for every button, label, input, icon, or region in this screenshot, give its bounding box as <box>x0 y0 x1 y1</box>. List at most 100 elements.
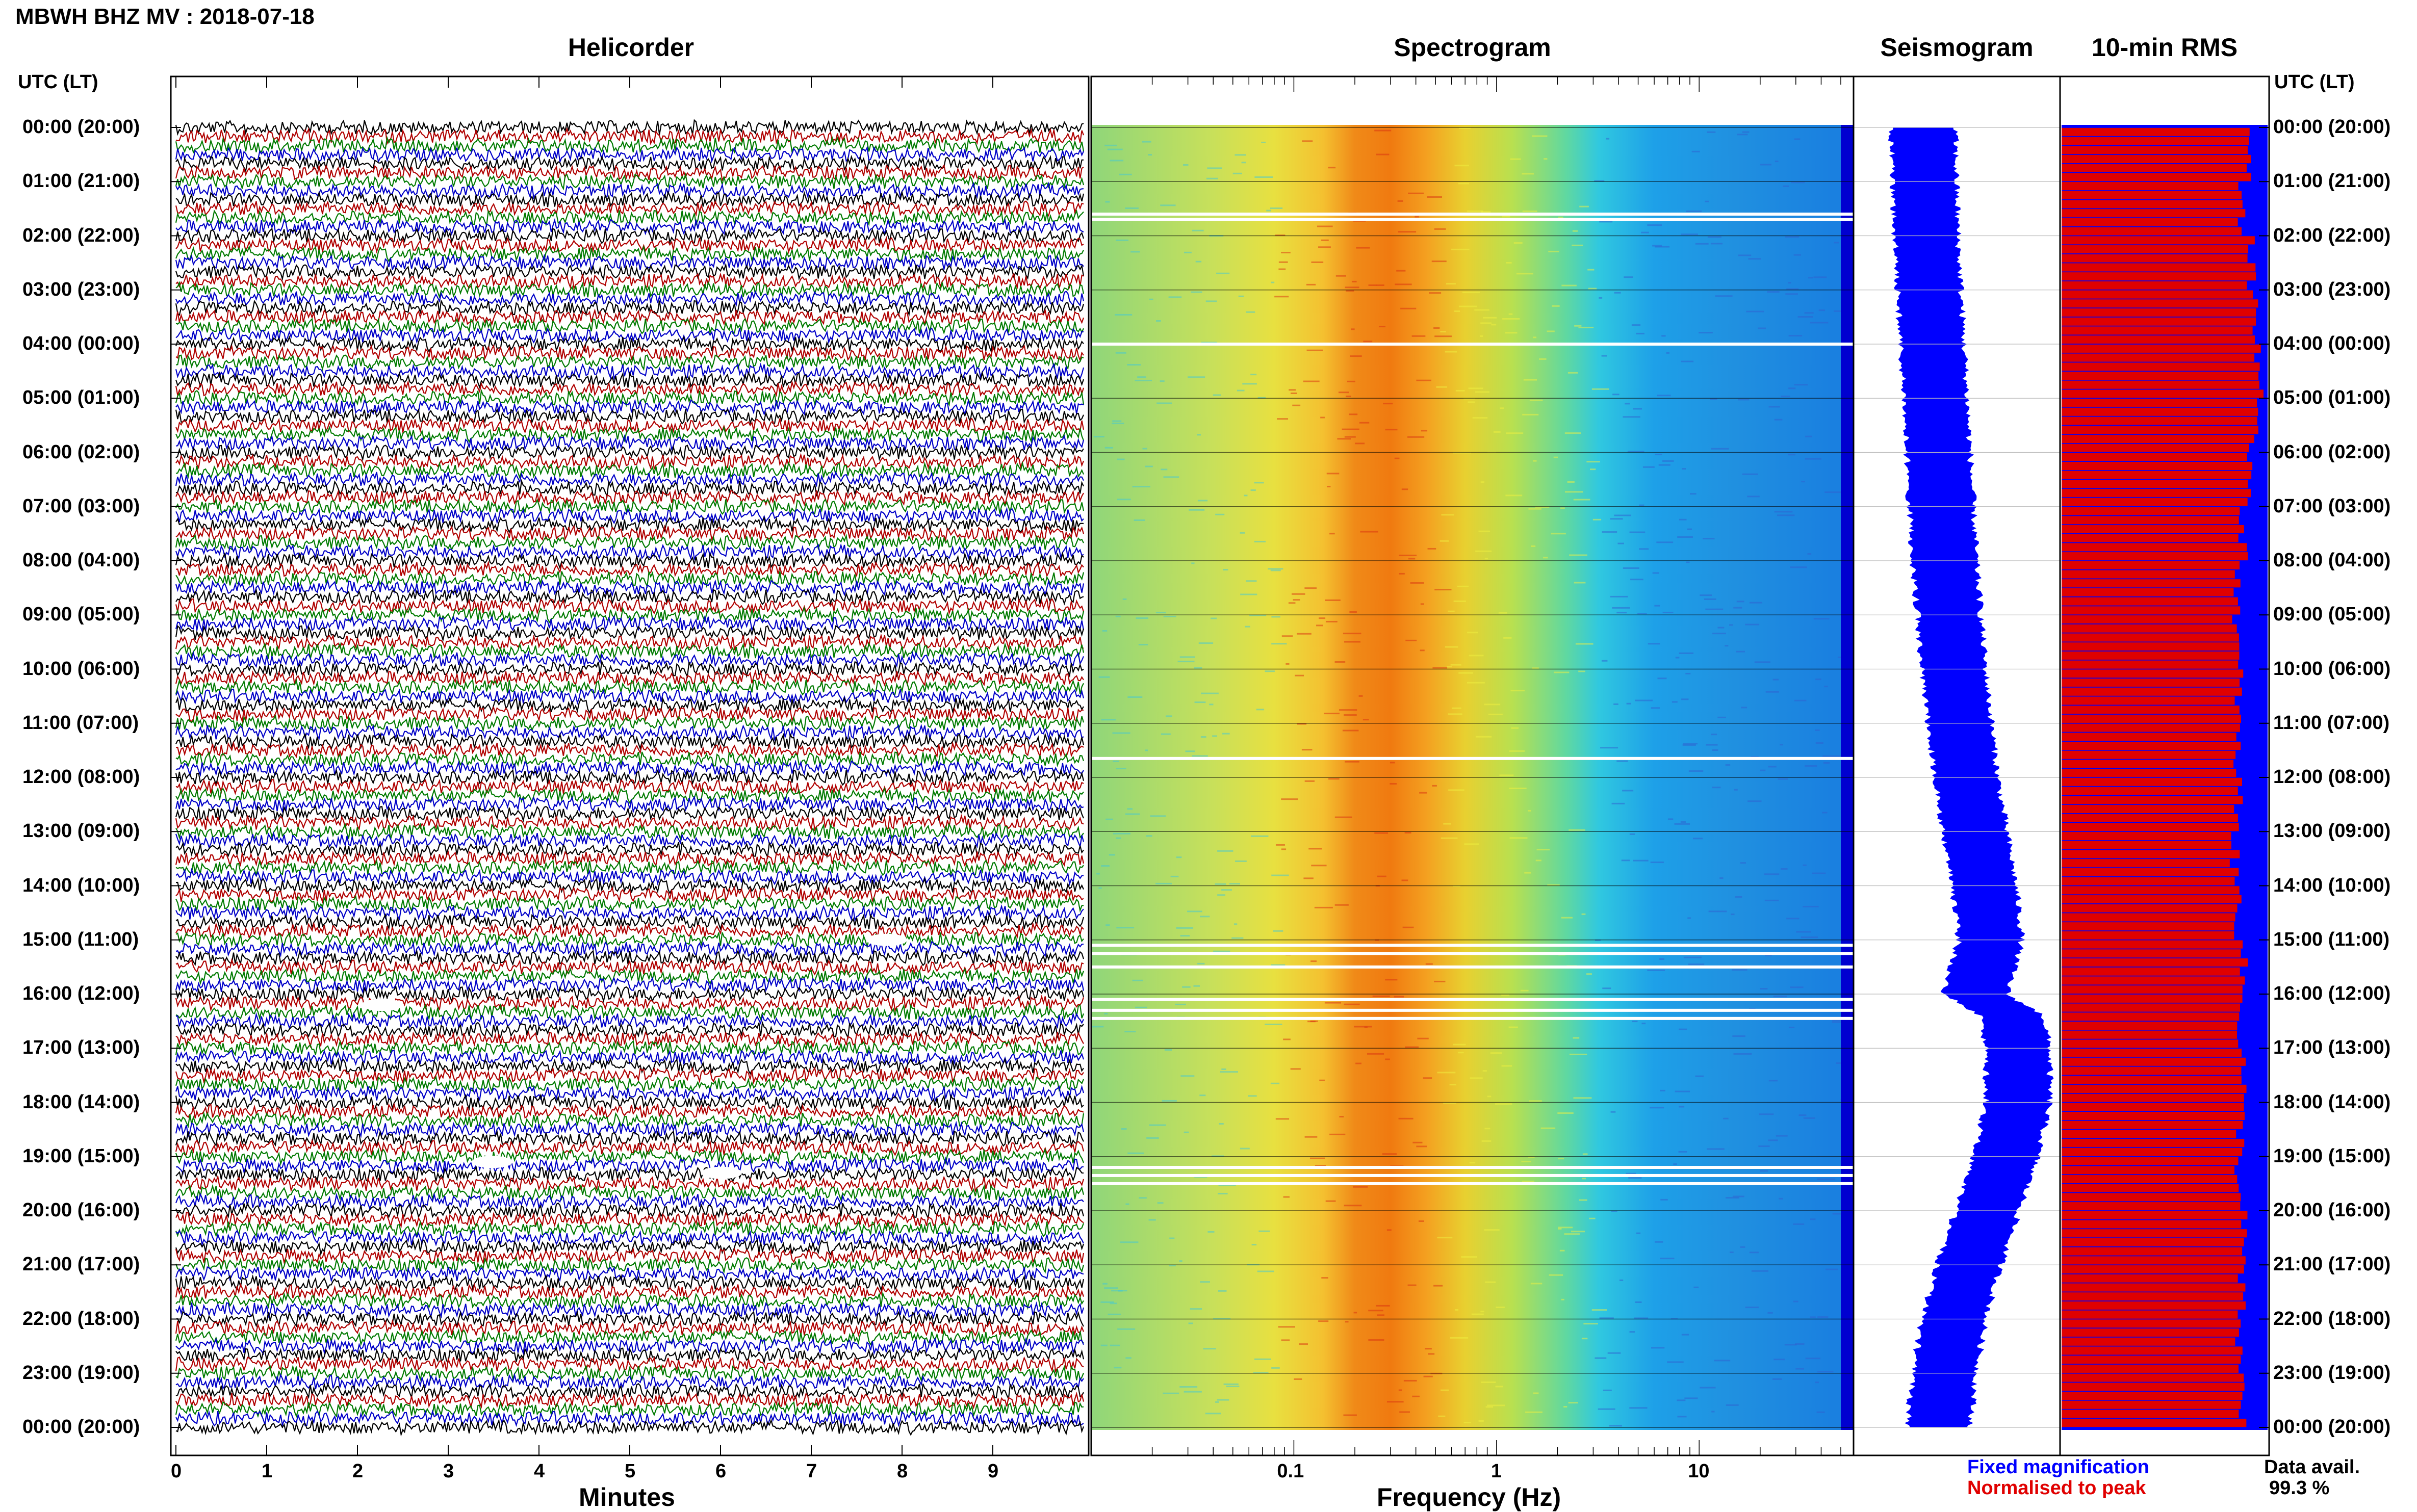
helicorder-trace <box>175 760 1084 777</box>
spectrogram-speck <box>1745 1307 1759 1309</box>
spectrogram-speck <box>1328 778 1340 780</box>
spectrogram-speck <box>1522 413 1539 415</box>
spectrogram-speck <box>1634 1317 1649 1319</box>
spectrogram-gap <box>1091 1016 1854 1020</box>
spectrogram-speck <box>1304 1136 1318 1138</box>
rms-bar <box>2062 651 2240 660</box>
spectrogram-speck <box>1200 736 1206 738</box>
spectrogram-speck <box>1116 239 1128 241</box>
helicorder-trace <box>175 1066 1084 1085</box>
spectrogram-speck <box>1115 352 1126 354</box>
spectrogram-speck <box>1105 924 1110 926</box>
rms-bar <box>2062 1283 2246 1292</box>
spectrogram-speck <box>1113 832 1131 835</box>
spectrogram-speck <box>1270 569 1281 571</box>
spectrogram-speck <box>1818 309 1825 311</box>
spectrogram-speck <box>1558 216 1563 218</box>
spectrogram-speck <box>1591 388 1609 390</box>
rms-bar <box>2062 561 2240 569</box>
spectrogram-speck <box>1708 910 1727 913</box>
spectrogram-speck <box>1116 927 1135 929</box>
helicorder-trace <box>175 868 1084 887</box>
spectrogram-speck <box>1745 623 1760 625</box>
spectrogram-speck <box>1117 458 1125 460</box>
spectrogram-speck <box>1367 1053 1384 1055</box>
spectrogram-speck <box>1660 1198 1668 1201</box>
rms-bar <box>2062 588 2234 597</box>
spectrogram-speck <box>1774 419 1783 421</box>
helicorder-trace <box>175 877 1085 895</box>
spectrogram-speck <box>1261 141 1266 143</box>
spectrogram-speck <box>1346 290 1354 292</box>
data-availability-value: 99.3 % <box>2269 1477 2330 1499</box>
rms-bar <box>2062 146 2248 154</box>
spectrogram-speck <box>1651 707 1660 709</box>
spectrogram-speck <box>1610 518 1623 520</box>
spectrogram-speck <box>1574 325 1582 327</box>
spectrogram-speck <box>1271 616 1280 618</box>
spectrogram-speck <box>1732 1195 1744 1197</box>
spectrogram-speck <box>1681 1334 1689 1336</box>
rms-bar <box>2062 895 2242 904</box>
spectrogram-speck <box>1794 138 1801 140</box>
spectrogram-speck <box>1737 134 1748 136</box>
spectrogram-speck <box>1311 261 1324 263</box>
spectrogram-speck <box>1470 1077 1483 1079</box>
spectrogram-speck <box>1101 865 1110 867</box>
minutes-axis-label: Minutes <box>579 1483 675 1511</box>
spectrogram-speck <box>1469 655 1484 657</box>
spectrogram-speck <box>1508 313 1513 315</box>
helicorder-trace <box>175 426 1085 444</box>
spectrogram-speck <box>1180 1075 1195 1077</box>
spectrogram-speck <box>1733 607 1742 609</box>
spectrogram-speck <box>1647 224 1662 226</box>
helicorder-trace <box>175 723 1084 742</box>
helicorder-trace <box>175 172 1085 191</box>
spectrogram-speck <box>1637 613 1647 615</box>
helicorder-trace <box>175 154 1084 173</box>
spectrogram-speck <box>1238 295 1244 297</box>
helicorder-trace <box>175 317 1085 335</box>
spectrogram-speck <box>1125 207 1139 209</box>
spectrogram-speck <box>1810 1316 1816 1318</box>
spectrogram-speck <box>1113 760 1119 762</box>
time-tick-left: 00:00 (20:00) <box>22 116 140 138</box>
spectrogram-speck <box>1601 355 1607 357</box>
helicorder-trace <box>175 1319 1085 1337</box>
spectrogram-speck <box>1127 1152 1144 1154</box>
rms-bar <box>2062 489 2251 498</box>
time-tick-left: 00:00 (20:00) <box>22 1416 140 1438</box>
rms-bar <box>2062 579 2241 588</box>
helicorder-trace <box>175 949 1085 967</box>
spectrogram-speck <box>1691 150 1700 152</box>
spectrogram-speck <box>1101 719 1116 721</box>
spectrogram-speck <box>1324 1002 1341 1004</box>
spectrogram-speck <box>1211 617 1217 619</box>
spectrogram-speck <box>1368 284 1377 286</box>
spectrogram-speck <box>1655 1241 1663 1243</box>
spectrogram-speck <box>1179 1386 1198 1388</box>
spectrogram-speck <box>1591 1309 1607 1311</box>
rms-bar <box>2062 733 2236 741</box>
spectrogram-speck <box>1116 768 1126 770</box>
spectrogram-speck <box>1805 1358 1821 1360</box>
spectrogram-speck <box>1679 1106 1685 1108</box>
spectrogram-speck <box>1561 1298 1564 1300</box>
spectrogram-speck <box>1205 300 1217 302</box>
spectrogram-gap <box>1091 757 1854 760</box>
spectrogram-speck <box>1748 258 1761 260</box>
spectrogram-speck <box>1738 399 1750 401</box>
spectrogram-speck <box>1481 211 1491 213</box>
spectrogram-speck <box>1253 1372 1269 1374</box>
spectrogram-speck <box>1636 1232 1641 1234</box>
spectrogram-speck <box>1569 829 1585 831</box>
helicorder-trace <box>175 751 1085 769</box>
helicorder-trace <box>175 218 1084 236</box>
spectrogram-speck <box>1311 865 1327 867</box>
helicorder-trace <box>175 1120 1085 1139</box>
spectrogram-speck <box>1310 960 1317 962</box>
spectrogram-speck <box>1734 789 1738 791</box>
spectrogram-speck <box>1552 305 1560 307</box>
spectrogram-speck <box>1598 1408 1615 1410</box>
spectrogram-speck <box>1582 1153 1588 1155</box>
